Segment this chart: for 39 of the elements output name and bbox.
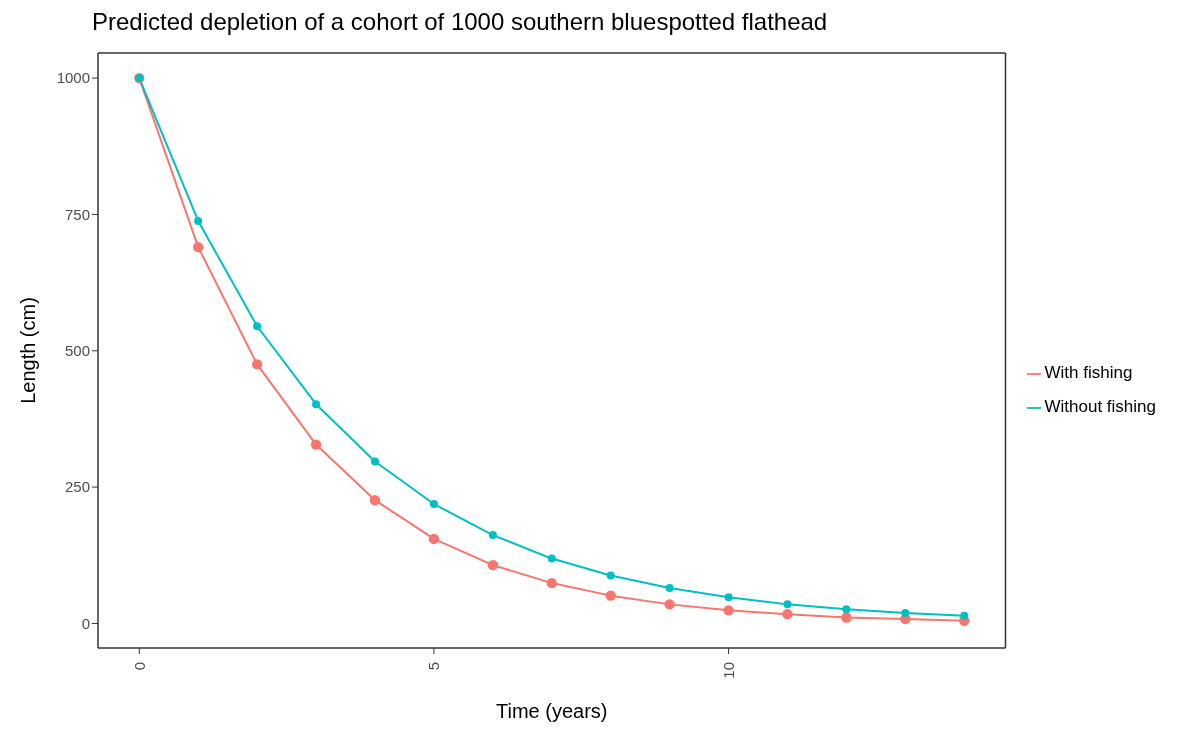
point xyxy=(664,599,675,610)
y-tick-label: 250 xyxy=(64,478,90,496)
point xyxy=(723,605,734,616)
point xyxy=(253,322,262,331)
point xyxy=(960,611,969,620)
y-tick-label: 0 xyxy=(81,614,90,632)
point xyxy=(251,359,263,370)
point xyxy=(901,609,910,618)
point xyxy=(606,571,615,580)
point xyxy=(312,400,321,409)
point xyxy=(605,590,616,601)
y-axis-title: Length (cm) xyxy=(17,297,40,404)
point xyxy=(194,216,203,225)
point xyxy=(665,584,674,593)
point xyxy=(429,500,438,509)
point xyxy=(841,612,852,623)
y-tick-label: 500 xyxy=(64,342,90,360)
point xyxy=(310,439,322,450)
point xyxy=(192,241,204,253)
point xyxy=(547,554,556,563)
x-tick-label: 10 xyxy=(720,662,738,679)
point xyxy=(782,608,793,620)
point xyxy=(724,593,733,602)
point xyxy=(370,457,379,466)
point xyxy=(783,600,792,609)
legend-label: With fishing xyxy=(1044,363,1133,382)
point xyxy=(488,531,497,540)
point xyxy=(369,495,381,506)
point xyxy=(842,605,851,614)
chart-title: Predicted depletion of a cohort of 1000 southern bluespotted flathead xyxy=(92,8,829,37)
x-tick-label: 0 xyxy=(130,662,148,671)
y-tick-label: 750 xyxy=(64,205,90,223)
x-tick-label: 5 xyxy=(425,662,443,671)
point xyxy=(487,559,499,571)
legend-label: Without fishing xyxy=(1044,397,1156,416)
point xyxy=(546,577,557,589)
point xyxy=(428,533,440,545)
x-axis-title: Time (years) xyxy=(496,700,608,722)
y-tick-label: 1000 xyxy=(56,69,90,87)
